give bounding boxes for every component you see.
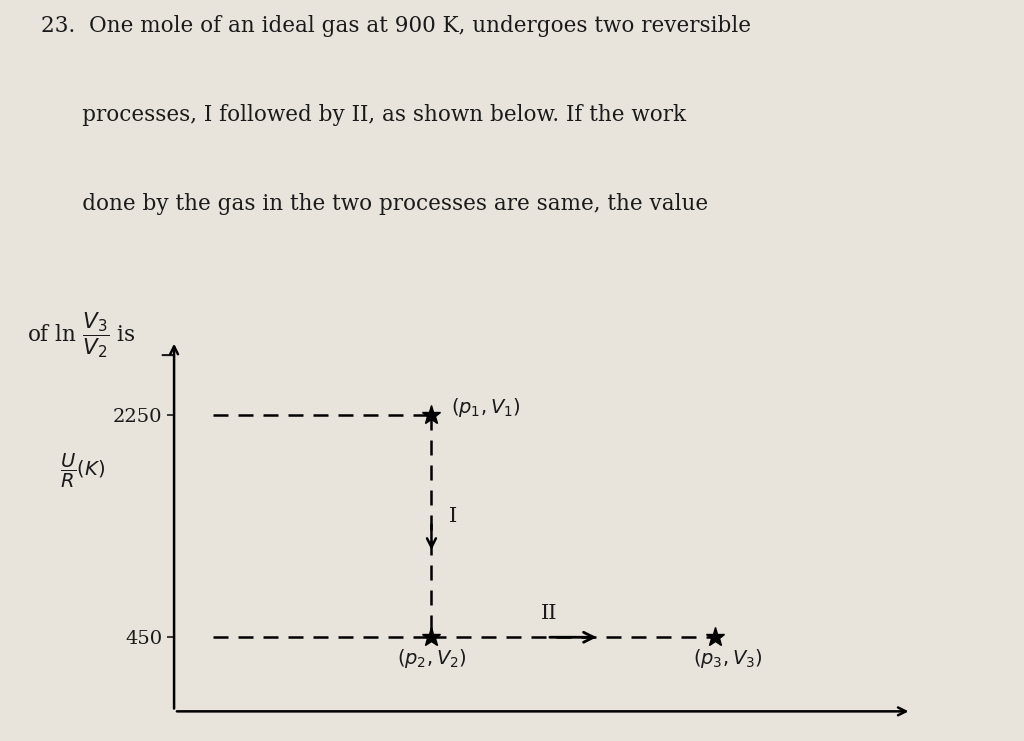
Text: II: II xyxy=(541,605,557,623)
Text: 23.  One mole of an ideal gas at 900 K, undergoes two reversible: 23. One mole of an ideal gas at 900 K, u… xyxy=(41,15,751,37)
Text: processes, I followed by II, as shown below. If the work: processes, I followed by II, as shown be… xyxy=(41,104,686,126)
Text: I: I xyxy=(449,507,457,525)
Text: $\dfrac{U}{R}$$(K)$: $\dfrac{U}{R}$$(K)$ xyxy=(60,451,105,490)
Text: .: . xyxy=(256,344,263,366)
Text: $(p_1,V_1)$: $(p_1,V_1)$ xyxy=(452,396,521,419)
Text: of ln $\dfrac{V_3}{V_2}$ is: of ln $\dfrac{V_3}{V_2}$ is xyxy=(27,310,135,360)
Text: done by the gas in the two processes are same, the value: done by the gas in the two processes are… xyxy=(41,193,708,215)
Text: $(p_2,V_2)$: $(p_2,V_2)$ xyxy=(396,648,466,671)
Text: $(p_3,V_3)$: $(p_3,V_3)$ xyxy=(693,648,763,671)
